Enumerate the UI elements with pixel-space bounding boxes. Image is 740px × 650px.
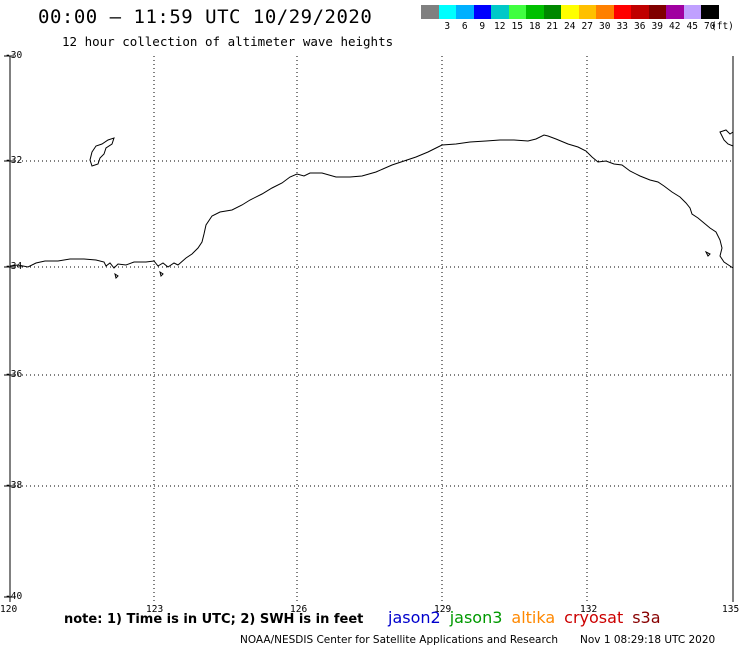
scale-swatch-label: 30 [599, 21, 611, 32]
scale-swatch-color [473, 5, 491, 19]
scale-swatch-item: 33 [613, 5, 631, 32]
scale-swatch-label: 6 [461, 21, 468, 32]
scale-swatch-item: 27 [578, 5, 596, 32]
scale-swatch-label: 39 [651, 21, 663, 32]
scale-swatch-color [508, 5, 526, 19]
scale-swatch-color [526, 5, 544, 19]
scale-swatch-color [491, 5, 509, 19]
scale-swatch-color [666, 5, 684, 19]
lat-label-40: -40 [5, 591, 23, 602]
scale-swatch-item: 15 [508, 5, 526, 32]
scale-swatch-color [701, 5, 719, 19]
satellite-label-jason2: jason2 [388, 608, 441, 627]
scale-swatch-item: 39 [648, 5, 666, 32]
scale-swatch-color [631, 5, 649, 19]
lon-label-126: 126 [290, 604, 308, 615]
scale-swatch-label: 24 [564, 21, 576, 32]
lat-label-30: -30 [5, 50, 23, 61]
island-east [719, 129, 734, 147]
scale-swatch-label: 33 [616, 21, 628, 32]
scale-swatch-item: 36 [631, 5, 649, 32]
scale-swatch-label: 9 [479, 21, 486, 32]
scale-unit-label: (ft) [711, 21, 734, 32]
scale-swatch-label: 42 [669, 21, 681, 32]
scale-swatch-label: 12 [494, 21, 506, 32]
lat-label-36: -36 [5, 369, 23, 380]
scale-swatch-item: 3 [438, 5, 456, 32]
scale-swatch-color [578, 5, 596, 19]
lat-label-32: -32 [5, 155, 23, 166]
island-tick-1 [114, 272, 119, 279]
units-note: note: 1) Time is in UTC; 2) SWH is in fe… [64, 612, 364, 627]
scale-swatch-item: 9 [473, 5, 491, 32]
scale-swatch-item: 6 [456, 5, 474, 32]
island-recherche [89, 137, 115, 167]
lon-label-132: 132 [580, 604, 598, 615]
longitude-gridlines [153, 56, 588, 602]
scale-swatch-label: 15 [511, 21, 523, 32]
satellite-label-jason3: jason3 [449, 608, 503, 627]
footer-timestamp: Nov 1 08:29:18 UTC 2020 [580, 634, 716, 646]
scale-swatch-color [543, 5, 561, 19]
satellite-legend: jason2 jason3 altika cryosat s3a [388, 608, 661, 627]
satellite-label-cryosat: cryosat [564, 608, 624, 627]
wave-height-color-scale: 3 6 9 12 15 18 21 24 27 30 33 36 39 42 45 70 [421, 5, 719, 32]
scale-swatch-color [683, 5, 701, 19]
scale-swatch-label: 45 [686, 21, 698, 32]
scale-swatch-item: 45 [683, 5, 701, 32]
scale-swatch-color [561, 5, 579, 19]
scale-swatch-item: 24 [561, 5, 579, 32]
island-small [704, 250, 711, 257]
scale-swatch-color [613, 5, 631, 19]
map-subtitle: 12 hour collection of altimeter wave hei… [62, 34, 394, 49]
island-tick-2 [159, 270, 164, 277]
scale-swatch-label: 36 [634, 21, 646, 32]
scale-swatch-label: 3 [444, 21, 451, 32]
scale-swatch-item: 21 [543, 5, 561, 32]
lon-label-135: 135 [722, 604, 740, 615]
satellite-label-s3a: s3a [632, 608, 661, 627]
latitude-ticks [4, 55, 14, 598]
scale-swatch-item: 42 [666, 5, 684, 32]
scale-swatch-item: 12 [491, 5, 509, 32]
scale-swatch-color [421, 5, 439, 19]
scale-swatch-label: 21 [546, 21, 558, 32]
scale-swatch-color [438, 5, 456, 19]
scale-swatch-item: 70 [701, 5, 719, 32]
latitude-gridlines [10, 160, 733, 487]
coastline-australia [9, 134, 734, 269]
scale-swatch-label: 18 [529, 21, 541, 32]
footer-credit: NOAA/NESDIS Center for Satellite Applica… [240, 634, 558, 646]
map-title: 00:00 – 11:59 UTC 10/29/2020 [38, 6, 373, 28]
satellite-label-altika: altika [511, 608, 556, 627]
lat-label-38: -38 [5, 480, 23, 491]
scale-swatch-color [648, 5, 666, 19]
lon-label-120: 120 [0, 604, 18, 615]
scale-swatch-label: 27 [581, 21, 593, 32]
scale-swatch-color [596, 5, 614, 19]
lon-label-129: 129 [434, 604, 452, 615]
scale-swatch-item [421, 5, 439, 32]
scale-swatch-item: 30 [596, 5, 614, 32]
scale-swatch-item: 18 [526, 5, 544, 32]
scale-swatch-color [456, 5, 474, 19]
scale-swatch-label: 70 [704, 21, 716, 32]
lon-label-123: 123 [146, 604, 164, 615]
lat-label-34: -34 [5, 261, 23, 272]
